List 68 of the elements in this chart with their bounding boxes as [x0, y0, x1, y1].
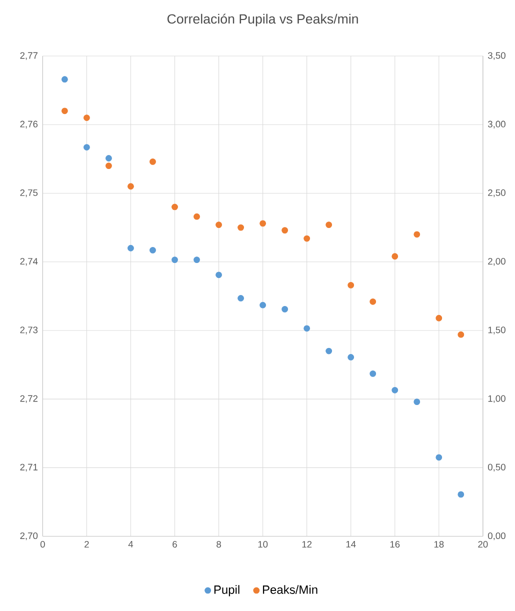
point	[106, 162, 112, 170]
point	[370, 370, 376, 377]
point	[436, 454, 442, 461]
point	[260, 220, 266, 227]
point	[458, 331, 464, 338]
y2-tick-label: 1,50	[488, 326, 506, 334]
x-tick-label: 6	[172, 541, 177, 548]
y2-tick-label: 3,50	[488, 52, 506, 60]
x-tick-label: 2	[84, 541, 89, 548]
point	[282, 306, 288, 312]
point	[348, 354, 354, 360]
y-tick-label: 2,77	[20, 52, 38, 60]
y-tick-label: 2,73	[20, 326, 38, 334]
point	[84, 114, 90, 121]
point	[62, 76, 68, 83]
point	[414, 231, 420, 238]
point	[62, 108, 68, 114]
x-tick-label: 18	[434, 541, 444, 548]
point	[238, 295, 244, 302]
y2-tick-label: 2,50	[488, 189, 506, 198]
x-tick-label: 16	[390, 541, 400, 548]
point	[370, 298, 376, 305]
point	[194, 256, 200, 264]
point	[216, 272, 222, 278]
point	[282, 227, 288, 234]
point	[326, 222, 332, 228]
chart-title: Correlación Pupila vs Peaks/min	[167, 14, 358, 26]
point	[216, 222, 222, 228]
point	[194, 213, 200, 220]
point	[260, 302, 266, 308]
point	[348, 282, 354, 288]
y2-tick-label: 1,00	[488, 395, 506, 403]
point	[392, 386, 398, 394]
y-tick-label: 2,74	[20, 258, 38, 266]
point	[414, 398, 420, 406]
point	[392, 253, 398, 260]
x-tick-label: 4	[128, 541, 134, 548]
y2-tick-label: 0,50	[488, 464, 506, 472]
legend-label: Peaks/Min	[263, 585, 318, 594]
y-tick-label: 2,72	[20, 395, 38, 403]
point	[106, 155, 112, 162]
y2-tick-label: 3,00	[488, 120, 506, 128]
y-tick-label: 2,70	[20, 532, 38, 540]
point	[128, 244, 134, 252]
x-tick-label: 12	[302, 541, 312, 548]
point	[326, 348, 332, 354]
point	[304, 325, 310, 332]
y2-tick-label: 2,00	[488, 258, 506, 266]
x-tick-label: 10	[258, 541, 268, 548]
point	[172, 204, 178, 210]
x-tick-label: 14	[346, 541, 356, 548]
legend-label: Pupil	[214, 585, 240, 596]
y-tick-label: 2,76	[20, 120, 38, 128]
point	[238, 224, 244, 231]
point	[304, 235, 310, 242]
x-tick-label: 0	[40, 541, 45, 548]
y-tick-label: 2,75	[20, 189, 38, 198]
point	[128, 183, 134, 190]
point	[84, 144, 90, 150]
x-tick-label: 8	[216, 541, 222, 548]
y2-tick-label: 0,00	[488, 532, 506, 540]
point	[150, 158, 156, 165]
point	[150, 246, 156, 254]
point	[172, 256, 178, 264]
point	[458, 491, 464, 498]
point	[436, 314, 442, 322]
x-tick-label: 20	[478, 541, 488, 548]
y-tick-label: 2,71	[20, 464, 38, 472]
